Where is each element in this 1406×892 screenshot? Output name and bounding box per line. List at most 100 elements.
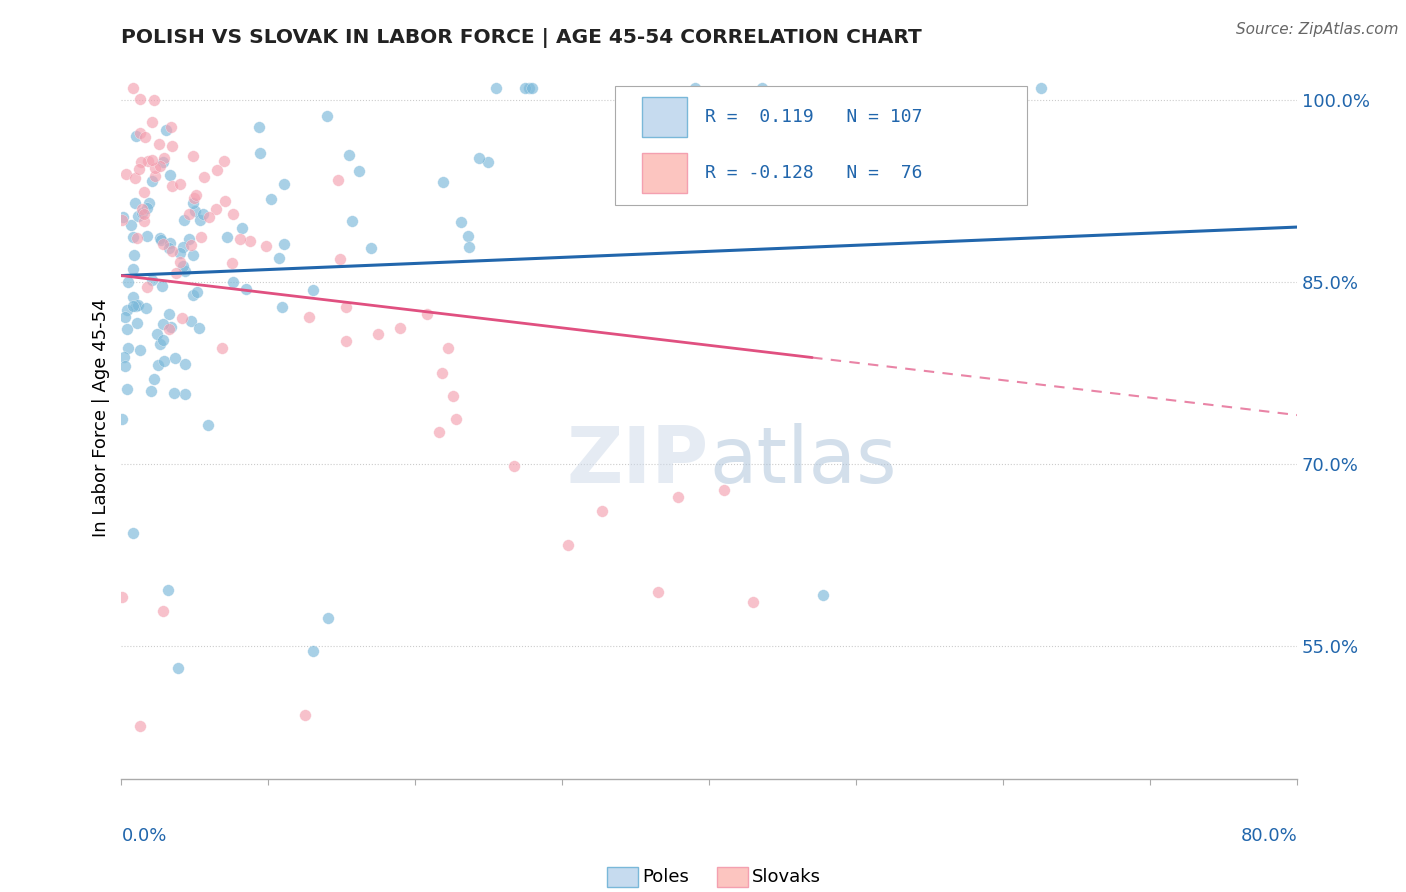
Point (146, 327, 169, 342)
Text: 0.0%: 0.0% (121, 828, 167, 846)
Point (111, 213, 134, 227)
Point (163, 386, 186, 401)
Point (186, 285, 208, 299)
Point (458, 240, 481, 254)
Point (294, 708, 316, 723)
Point (134, 129, 156, 144)
Point (134, 206, 156, 220)
Point (557, 538, 579, 552)
FancyBboxPatch shape (616, 87, 1026, 205)
Point (184, 187, 207, 202)
Point (235, 282, 257, 296)
Point (152, 155, 174, 169)
Point (169, 255, 191, 269)
Bar (643, 97, 688, 137)
Point (122, 262, 145, 277)
Point (207, 162, 229, 177)
Point (813, 588, 835, 602)
Point (181, 196, 204, 211)
Point (141, 115, 163, 129)
Point (647, 584, 669, 599)
Point (172, 259, 194, 273)
Point (177, 207, 200, 221)
Point (128, 343, 150, 357)
Point (180, 313, 202, 327)
Point (121, 80, 143, 95)
Point (124, 171, 146, 186)
Point (177, 232, 200, 246)
Point (273, 177, 295, 191)
Text: atlas: atlas (709, 424, 897, 500)
Point (160, 244, 183, 259)
Point (328, 173, 350, 187)
Point (197, 418, 219, 433)
Point (122, 248, 145, 262)
Point (432, 175, 454, 189)
Point (111, 411, 134, 425)
Point (180, 237, 202, 252)
Point (143, 169, 166, 183)
Point (125, 316, 148, 330)
Point (214, 194, 236, 208)
Point (212, 153, 235, 168)
Point (149, 233, 172, 247)
Point (457, 228, 479, 243)
Point (141, 174, 163, 188)
Point (666, 490, 689, 504)
Point (267, 251, 290, 265)
Point (254, 239, 277, 253)
Bar (643, 153, 688, 193)
Point (222, 207, 245, 221)
Point (444, 412, 467, 426)
Point (517, 80, 540, 95)
Point (249, 146, 271, 161)
Point (167, 661, 190, 675)
Point (222, 275, 245, 289)
Point (591, 503, 613, 517)
Point (112, 350, 135, 364)
Point (340, 213, 363, 227)
Point (132, 213, 155, 227)
Point (318, 611, 340, 625)
Point (188, 213, 211, 227)
Point (135, 201, 157, 215)
Point (128, 719, 150, 733)
Point (136, 153, 159, 168)
Point (115, 302, 138, 317)
Point (149, 160, 172, 174)
Point (335, 300, 357, 314)
Point (360, 241, 382, 255)
Point (335, 334, 357, 348)
Point (111, 591, 134, 605)
Point (742, 595, 765, 609)
Point (477, 155, 499, 169)
Text: Source: ZipAtlas.com: Source: ZipAtlas.com (1236, 22, 1399, 37)
Point (160, 139, 183, 153)
Point (181, 149, 204, 163)
Text: Slovaks: Slovaks (752, 868, 821, 886)
Point (468, 152, 491, 166)
Point (416, 307, 439, 321)
Text: POLISH VS SLOVAK IN LABOR FORCE | AGE 45-54 CORRELATION CHART: POLISH VS SLOVAK IN LABOR FORCE | AGE 45… (121, 29, 922, 48)
Point (129, 154, 152, 169)
Point (128, 126, 150, 140)
Point (247, 120, 270, 135)
Point (152, 151, 174, 165)
Point (153, 354, 176, 368)
Point (841, 120, 863, 134)
Point (187, 321, 209, 335)
Point (502, 458, 524, 473)
Point (121, 299, 143, 313)
Point (231, 220, 253, 235)
Point (1031, 80, 1053, 95)
Text: Poles: Poles (643, 868, 689, 886)
Point (136, 279, 159, 293)
Point (152, 604, 174, 618)
Point (298, 310, 321, 325)
Point (301, 283, 323, 297)
Point (143, 161, 166, 175)
Point (142, 372, 165, 386)
Point (173, 264, 195, 278)
Point (191, 207, 214, 221)
Point (388, 321, 411, 335)
